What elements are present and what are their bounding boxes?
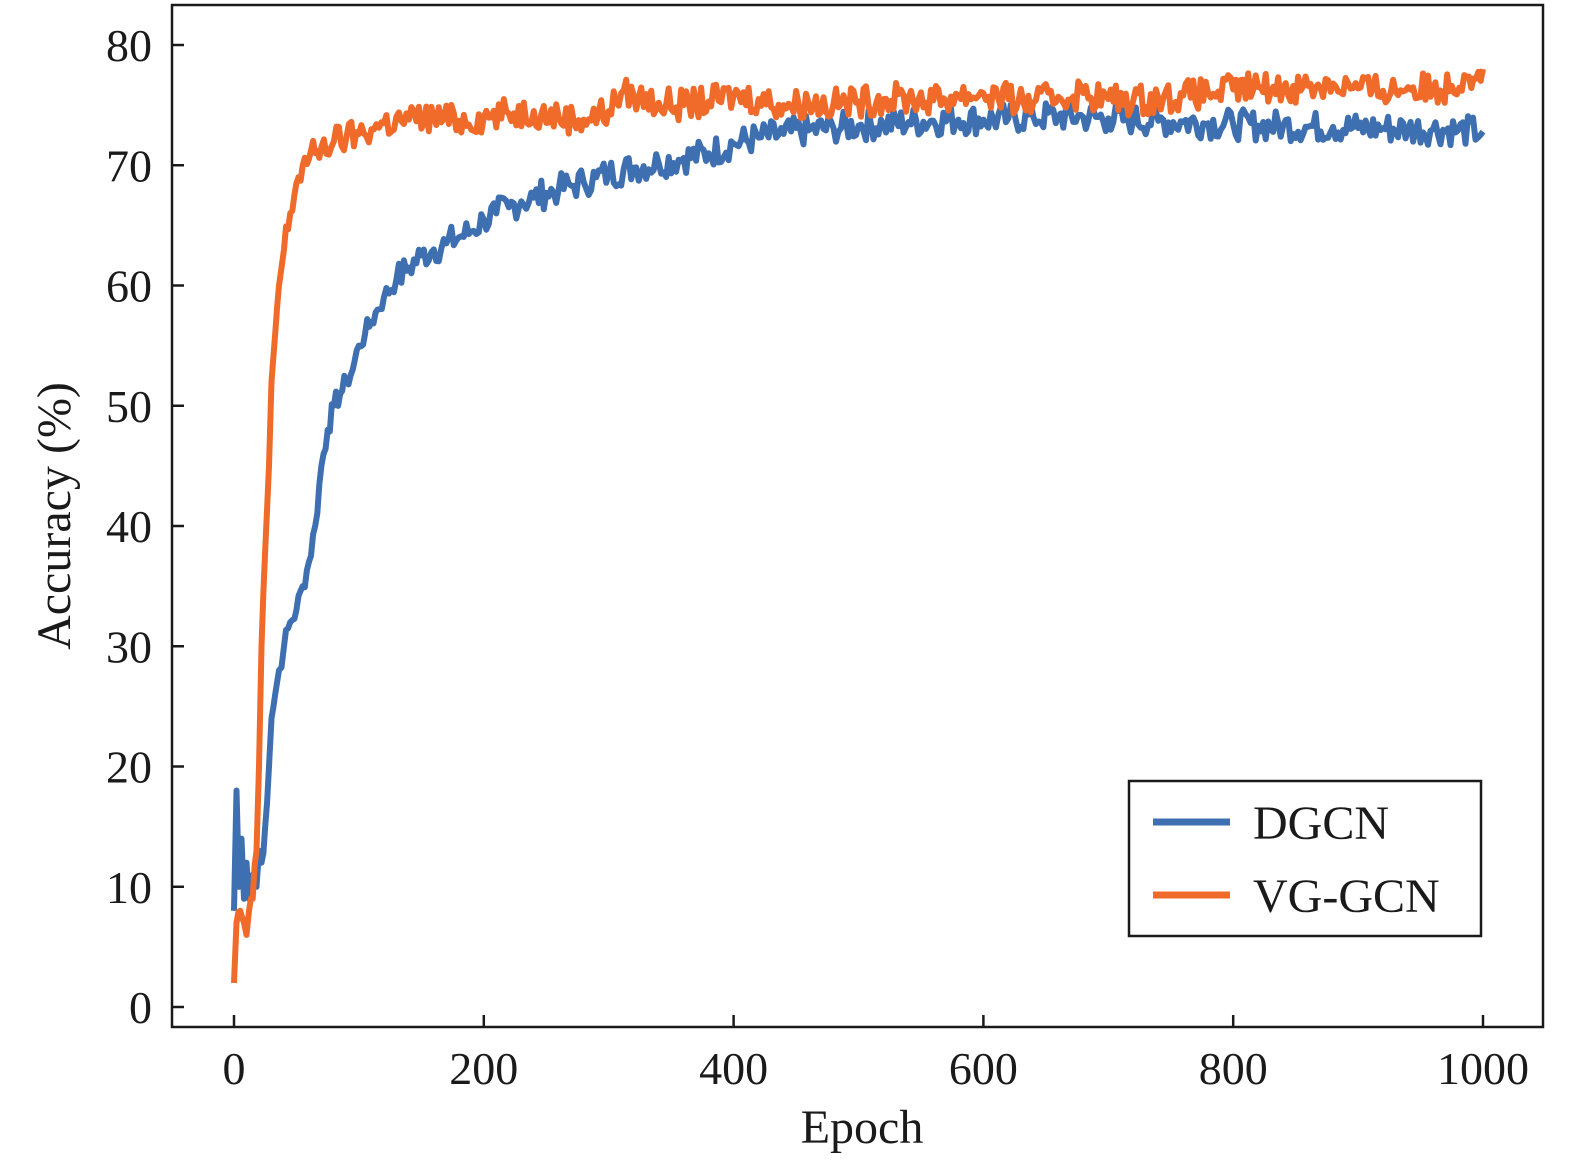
x-tick-label: 1000 <box>1437 1043 1529 1094</box>
x-tick-label: 400 <box>699 1043 768 1094</box>
y-tick-label: 10 <box>106 862 152 913</box>
x-tick-label: 200 <box>449 1043 518 1094</box>
series-layer <box>231 68 1486 984</box>
x-axis-ticks: 0 200 400 600 800 1000 <box>223 1015 1529 1094</box>
series-line-dgcn <box>231 99 1486 911</box>
y-tick-label: 50 <box>106 381 152 432</box>
x-tick-label: 800 <box>1199 1043 1268 1094</box>
y-axis-title: Accuracy (%) <box>28 382 81 650</box>
y-tick-label: 20 <box>106 742 152 793</box>
legend: DGCN VG-GCN <box>1127 779 1483 938</box>
y-axis-ticks: 0 10 20 30 40 50 60 70 80 <box>106 20 184 1033</box>
y-tick-label: 30 <box>106 621 152 672</box>
y-tick-label: 70 <box>106 140 152 191</box>
x-axis-title: Epoch <box>801 1101 924 1154</box>
y-tick-label: 0 <box>129 982 152 1033</box>
x-tick-label: 600 <box>949 1043 1018 1094</box>
plot-frame <box>170 3 1545 1029</box>
plot-border <box>170 3 1545 1029</box>
legend-box <box>1127 779 1483 938</box>
series-line-vg-gcn <box>231 68 1486 984</box>
legend-label-dgcn: DGCN <box>1253 797 1389 850</box>
y-tick-label: 60 <box>106 261 152 312</box>
x-tick-label: 0 <box>223 1043 246 1094</box>
y-tick-label: 80 <box>106 20 152 71</box>
legend-label-vg-gcn: VG-GCN <box>1253 870 1440 923</box>
y-tick-label: 40 <box>106 501 152 552</box>
